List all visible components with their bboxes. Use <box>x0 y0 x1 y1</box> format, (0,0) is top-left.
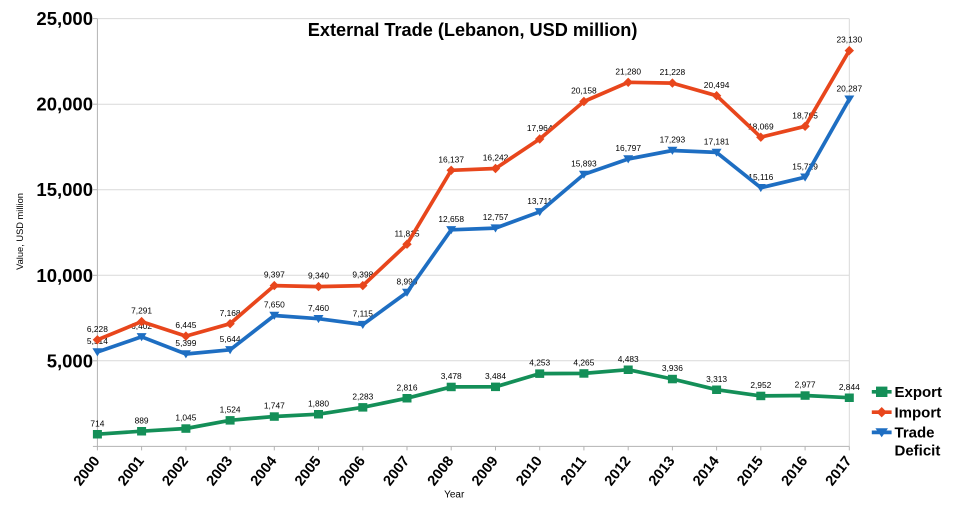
svg-text:2,977: 2,977 <box>795 380 816 390</box>
svg-text:6,228: 6,228 <box>87 324 108 334</box>
svg-text:4,265: 4,265 <box>573 358 594 368</box>
svg-text:2,283: 2,283 <box>352 391 373 401</box>
svg-text:10,000: 10,000 <box>36 265 93 286</box>
svg-text:25,000: 25,000 <box>36 8 93 29</box>
svg-text:21,228: 21,228 <box>660 67 686 77</box>
svg-text:12,658: 12,658 <box>438 214 464 224</box>
svg-text:20,287: 20,287 <box>836 83 862 93</box>
svg-text:3,936: 3,936 <box>662 363 683 373</box>
svg-text:3,313: 3,313 <box>706 374 727 384</box>
svg-text:20,158: 20,158 <box>571 86 597 96</box>
svg-text:1,747: 1,747 <box>264 401 285 411</box>
svg-text:5,644: 5,644 <box>220 334 241 344</box>
svg-text:20,494: 20,494 <box>704 80 730 90</box>
svg-text:1,524: 1,524 <box>220 404 241 414</box>
svg-text:Trade: Trade <box>895 425 935 442</box>
svg-text:9,398: 9,398 <box>352 270 373 280</box>
svg-text:9,340: 9,340 <box>308 271 329 281</box>
svg-text:5,399: 5,399 <box>175 338 196 348</box>
svg-text:7,115: 7,115 <box>353 309 374 319</box>
svg-text:2,816: 2,816 <box>397 382 418 392</box>
svg-text:3,484: 3,484 <box>485 371 506 381</box>
svg-text:15,116: 15,116 <box>748 172 773 182</box>
svg-text:4,253: 4,253 <box>529 358 550 368</box>
svg-text:7,460: 7,460 <box>308 303 329 313</box>
svg-text:Deficit: Deficit <box>895 442 941 459</box>
svg-text:17,293: 17,293 <box>660 135 686 145</box>
svg-text:21,280: 21,280 <box>615 66 641 76</box>
svg-text:15,000: 15,000 <box>36 179 93 200</box>
svg-text:12,757: 12,757 <box>483 212 509 222</box>
svg-text:20,000: 20,000 <box>36 94 93 115</box>
svg-text:11,815: 11,815 <box>395 228 420 238</box>
svg-text:15,729: 15,729 <box>792 161 818 171</box>
svg-text:1,880: 1,880 <box>308 398 329 408</box>
svg-text:714: 714 <box>90 418 104 428</box>
svg-text:Value, USD million: Value, USD million <box>15 193 25 270</box>
svg-text:7,168: 7,168 <box>220 308 241 318</box>
svg-text:15,893: 15,893 <box>571 159 597 169</box>
svg-text:7,650: 7,650 <box>264 300 285 310</box>
svg-text:External Trade (Lebanon, USD m: External Trade (Lebanon, USD million) <box>308 20 638 40</box>
svg-text:16,242: 16,242 <box>483 153 509 163</box>
svg-text:5,000: 5,000 <box>47 350 93 371</box>
svg-text:Export: Export <box>895 384 943 401</box>
svg-text:16,797: 16,797 <box>615 143 641 153</box>
svg-text:6,445: 6,445 <box>175 320 196 330</box>
svg-text:23,130: 23,130 <box>836 35 862 45</box>
svg-text:2,952: 2,952 <box>750 380 771 390</box>
svg-text:16,137: 16,137 <box>438 154 464 164</box>
svg-text:17,964: 17,964 <box>527 123 553 133</box>
svg-text:889: 889 <box>135 415 149 425</box>
svg-text:13,711: 13,711 <box>527 196 552 206</box>
svg-text:8,999: 8,999 <box>397 277 418 287</box>
svg-text:1,045: 1,045 <box>175 413 196 423</box>
svg-text:4,483: 4,483 <box>618 354 639 364</box>
svg-text:Import: Import <box>895 404 942 421</box>
svg-text:2,844: 2,844 <box>839 382 860 392</box>
svg-text:3,478: 3,478 <box>441 371 462 381</box>
svg-text:9,397: 9,397 <box>264 270 285 280</box>
svg-text:18,069: 18,069 <box>748 121 774 131</box>
svg-text:18,705: 18,705 <box>792 110 818 120</box>
svg-text:Year: Year <box>444 489 465 500</box>
svg-text:17,181: 17,181 <box>704 137 730 147</box>
svg-text:7,291: 7,291 <box>131 306 152 316</box>
